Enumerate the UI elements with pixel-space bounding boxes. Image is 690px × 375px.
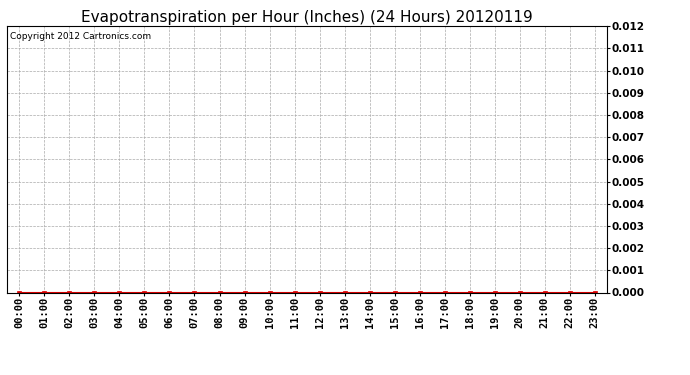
Title: Evapotranspiration per Hour (Inches) (24 Hours) 20120119: Evapotranspiration per Hour (Inches) (24…	[81, 10, 533, 25]
Text: Copyright 2012 Cartronics.com: Copyright 2012 Cartronics.com	[10, 32, 151, 40]
